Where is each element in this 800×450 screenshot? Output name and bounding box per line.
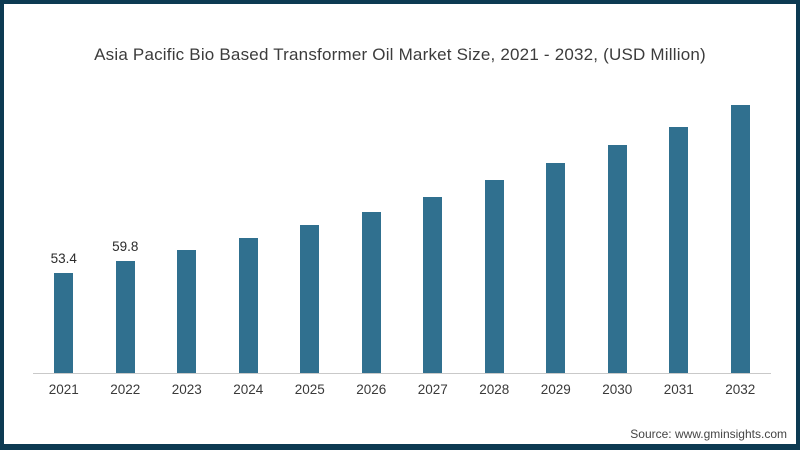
x-axis-label: 2032 bbox=[725, 382, 756, 397]
bar bbox=[669, 126, 689, 373]
bar-column bbox=[279, 93, 341, 373]
x-axis-label: 2028 bbox=[479, 382, 510, 397]
x-axis-label: 2030 bbox=[602, 382, 633, 397]
bar bbox=[546, 163, 566, 373]
chart-title: Asia Pacific Bio Based Transformer Oil M… bbox=[94, 45, 706, 64]
bar bbox=[115, 261, 135, 373]
source-attribution: Source: www.gminsights.com bbox=[630, 427, 787, 441]
x-axis-label: 2022 bbox=[110, 382, 141, 397]
bar-column bbox=[218, 93, 280, 373]
bar-column bbox=[525, 93, 587, 373]
bar bbox=[361, 211, 381, 373]
x-axis-label: 2026 bbox=[356, 382, 387, 397]
bar bbox=[238, 238, 258, 373]
plot-area: 53.4 59.8 2021 2022 2023 2024 2025 2026 2027 202… bbox=[33, 93, 771, 397]
x-axis-label: 2027 bbox=[417, 382, 448, 397]
bar-column bbox=[402, 93, 464, 373]
x-axis-label: 2025 bbox=[294, 382, 325, 397]
x-labels-row: 2021 2022 2023 2024 2025 2026 2027 2028 2029 2030… bbox=[33, 374, 771, 397]
x-axis-label: 2029 bbox=[540, 382, 571, 397]
bar-value-label: 53.4 bbox=[50, 251, 77, 267]
bar-column bbox=[341, 93, 403, 373]
x-axis-label: 2023 bbox=[171, 382, 202, 397]
x-axis-label: 2024 bbox=[233, 382, 264, 397]
bar bbox=[423, 196, 443, 373]
bar bbox=[177, 250, 197, 373]
bar-column bbox=[156, 93, 218, 373]
bar-column: 53.4 bbox=[33, 93, 95, 373]
bar bbox=[484, 179, 504, 373]
bar bbox=[54, 273, 74, 373]
bar bbox=[730, 104, 750, 373]
x-axis-label: 2021 bbox=[48, 382, 79, 397]
bar bbox=[607, 144, 627, 373]
bar-column bbox=[710, 93, 772, 373]
bars-row: 53.4 59.8 bbox=[33, 93, 771, 374]
bar-column: 59.8 bbox=[95, 93, 157, 373]
bar-column bbox=[464, 93, 526, 373]
bar-value-label: 59.8 bbox=[112, 239, 139, 255]
bar-column bbox=[648, 93, 710, 373]
bar bbox=[300, 224, 320, 373]
bar-column bbox=[587, 93, 649, 373]
x-axis-label: 2031 bbox=[663, 382, 694, 397]
